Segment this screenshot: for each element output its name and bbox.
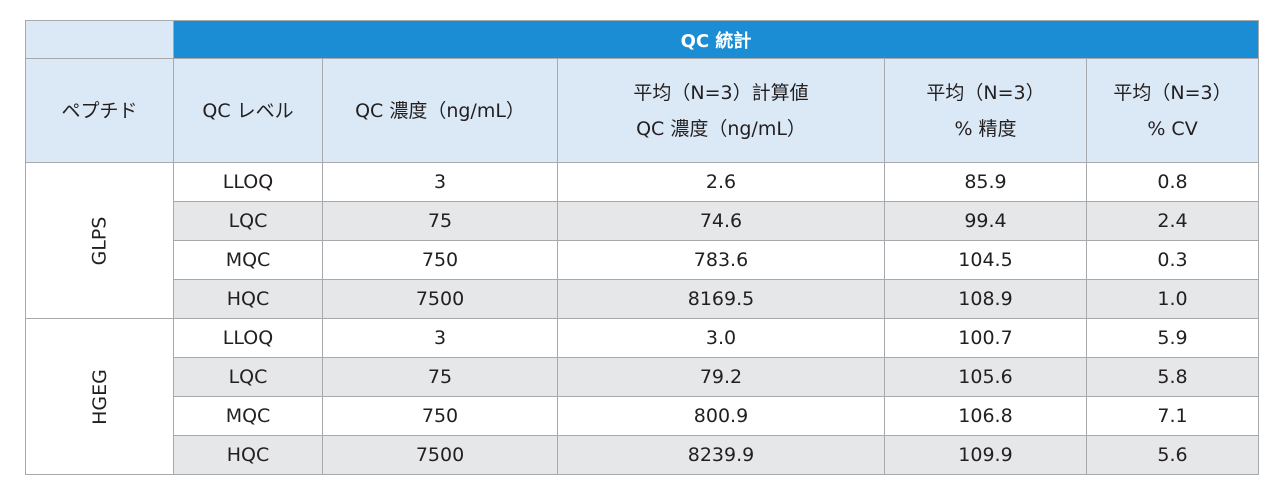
- cell: 3.0: [557, 318, 885, 358]
- peptide-cell: GLPS: [25, 162, 174, 319]
- cell: 7500: [322, 279, 558, 319]
- group-header-row: QC 統計: [25, 20, 1260, 59]
- header-line: QC 濃度（ng/mL）: [636, 117, 806, 140]
- cell: MQC: [173, 396, 323, 436]
- cell: 75: [322, 357, 558, 397]
- cell: 75: [322, 201, 558, 241]
- header-line: QC 濃度（ng/mL）: [355, 99, 525, 122]
- cell: LQC: [173, 357, 323, 397]
- peptide-cell: HGEG: [25, 318, 174, 475]
- header-line: % CV: [1147, 117, 1198, 140]
- cell: 8239.9: [557, 435, 885, 475]
- cell: LLOQ: [173, 162, 323, 202]
- header-line: ペプチド: [61, 99, 138, 122]
- data-row: MQC 750 800.9 106.8 7.1: [26, 396, 1260, 436]
- cell: 105.6: [884, 357, 1087, 397]
- header-line: QC レベル: [202, 99, 294, 122]
- data-row: GLPS LLOQ 3 2.6 85.9 0.8: [25, 162, 1260, 319]
- column-header: 平均（N=3）計算値 QC 濃度（ng/mL）: [557, 58, 885, 163]
- cell: 108.9: [884, 279, 1087, 319]
- cell: 2.6: [557, 162, 885, 202]
- cell: 8169.5: [557, 279, 885, 319]
- cell: 99.4: [884, 201, 1087, 241]
- header-cell: [25, 20, 174, 59]
- cell: HQC: [173, 435, 323, 475]
- data-row: HGEG LLOQ 3 3.0 100.7 5.9: [25, 318, 1260, 475]
- cell: LQC: [173, 201, 323, 241]
- data-row: LQC 75 79.2 105.6 5.8: [26, 357, 1260, 397]
- cell: 0.8: [1085, 162, 1260, 202]
- cell: 5.6: [1085, 435, 1260, 475]
- cell: 79.2: [557, 357, 885, 397]
- header-line: 平均（N=3）: [926, 81, 1045, 104]
- cell: 104.5: [884, 240, 1087, 280]
- column-header: QC レベル: [173, 58, 323, 163]
- cell: 106.8: [884, 396, 1087, 436]
- column-header-row: ペプチド QC レベル QC 濃度（ng/mL） 平均（N=3）計算値 QC 濃度（ng…: [25, 58, 1260, 163]
- cell: 3: [322, 318, 558, 358]
- cell: 2.4: [1085, 201, 1260, 241]
- cell: LLOQ: [173, 318, 323, 358]
- cell: 74.6: [557, 201, 885, 241]
- column-header: ペプチド: [25, 58, 174, 163]
- cell: 800.9: [557, 396, 885, 436]
- data-row: LQC 75 74.6 99.4 2.4: [26, 201, 1260, 241]
- column-header: 平均（N=3） % CV: [1085, 58, 1260, 163]
- cell: 85.9: [884, 162, 1087, 202]
- cell: 7.1: [1085, 396, 1260, 436]
- peptide-name: HGEG: [88, 368, 111, 425]
- qc-table: QC 統計 ペプチド QC レベル QC 濃度（ng/mL） 平均（N=3）計算値 QC…: [25, 20, 1260, 475]
- cell: 5.9: [1085, 318, 1260, 358]
- cell: 0.3: [1085, 240, 1260, 280]
- header-line: 平均（N=3）: [1113, 81, 1232, 104]
- cell: HQC: [173, 279, 323, 319]
- table-body: QC 統計 ペプチド QC レベル QC 濃度（ng/mL） 平均（N=3）計算値 QC…: [25, 20, 1260, 475]
- cell: 1.0: [1085, 279, 1260, 319]
- header-line: 平均（N=3）計算値: [633, 81, 809, 104]
- data-row: HQC 7500 8169.5 108.9 1.0: [26, 279, 1260, 319]
- cell: 100.7: [884, 318, 1087, 358]
- peptide-name: GLPS: [88, 216, 111, 265]
- cell: 750: [322, 396, 558, 436]
- cell: 750: [322, 240, 558, 280]
- cell: MQC: [173, 240, 323, 280]
- header-line: % 精度: [954, 117, 1017, 140]
- cell: 109.9: [884, 435, 1087, 475]
- cell: 783.6: [557, 240, 885, 280]
- column-header: 平均（N=3） % 精度: [884, 58, 1087, 163]
- cell: 3: [322, 162, 558, 202]
- cell: 5.8: [1085, 357, 1260, 397]
- cell: 7500: [322, 435, 558, 475]
- data-row: HQC 7500 8239.9 109.9 5.6: [26, 435, 1260, 475]
- group-title: QC 統計: [172, 20, 1260, 59]
- data-row: MQC 750 783.6 104.5 0.3: [26, 240, 1260, 280]
- column-header: QC 濃度（ng/mL）: [322, 58, 558, 163]
